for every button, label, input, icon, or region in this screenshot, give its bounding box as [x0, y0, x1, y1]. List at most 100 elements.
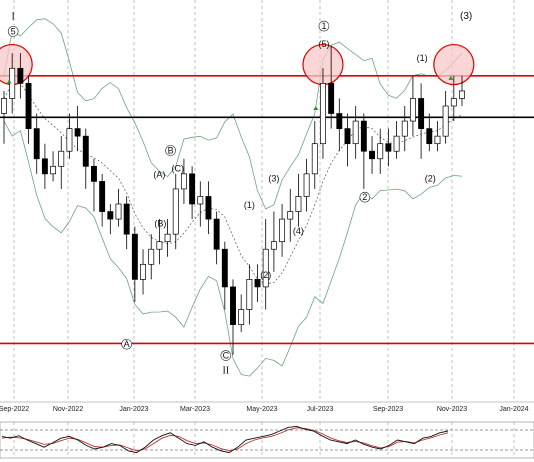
candle [270, 211, 277, 272]
x-axis-ticks: Sep-2022 Nov-2022 Jan-2023 Mar-2023 May-2023… [0, 406, 529, 413]
candle [156, 219, 163, 265]
candle-body [254, 279, 261, 288]
x-tick-label: Jan-2023 [119, 406, 148, 413]
candle-body [360, 120, 367, 152]
lower-band [3, 120, 463, 377]
wave-label-text: (5) [318, 39, 329, 49]
candle-body [33, 128, 40, 160]
candle [328, 45, 335, 129]
candle [164, 219, 171, 257]
wave-label-text: (1) [417, 53, 428, 63]
candle-body [369, 150, 375, 160]
wave-label: (1) [244, 200, 255, 210]
candle-body [50, 165, 57, 175]
oscillator-panel [0, 421, 534, 459]
candle-body [148, 248, 155, 265]
wave-label-text: II [222, 366, 229, 377]
bollinger-bands [3, 18, 463, 377]
candle-body [189, 173, 196, 205]
candle-body [180, 173, 187, 190]
x-tick-label: Mar-2023 [180, 406, 210, 413]
candle-body [115, 203, 122, 220]
wave-label-text: (1) [244, 200, 255, 210]
candle-body [197, 196, 204, 205]
wave-label-text: (A) [153, 170, 165, 180]
wave-label: 2 [359, 191, 371, 203]
green-arrow-icon [448, 75, 454, 80]
wave-label: II [222, 366, 229, 377]
candle-body [262, 248, 269, 288]
wave-label: (1) [417, 53, 428, 63]
candle [459, 75, 465, 106]
candle [91, 158, 97, 212]
wave-label: (3) [268, 173, 279, 183]
candle [213, 211, 220, 265]
candle-body [213, 218, 220, 250]
candle [262, 219, 269, 310]
wave-label: (B) [154, 219, 166, 229]
candle [107, 204, 114, 235]
candle-body [25, 83, 32, 129]
x-tick-label: Sep-2023 [373, 406, 403, 413]
candle [401, 106, 408, 152]
candle [197, 181, 204, 227]
candle-body [164, 233, 171, 243]
wave-label-text: (2) [425, 173, 436, 183]
candle-body [230, 286, 236, 325]
candle [344, 113, 351, 167]
wave-label: 5 [7, 26, 19, 37]
candle [148, 234, 155, 280]
candle-body [418, 98, 425, 129]
candle [25, 75, 32, 144]
candle [246, 264, 253, 325]
wave-label-text: C [223, 351, 230, 361]
candle [66, 113, 73, 159]
wave-label: (4) [293, 226, 304, 236]
wave-label: B [165, 145, 176, 156]
candle [189, 166, 196, 220]
wave-labels: I 5 1 (5) (1) (A) B (B) (C) (3) (1) (4) (2) 2 (2) A C II [6, 11, 454, 377]
candle-body [107, 211, 114, 220]
candle [279, 204, 286, 257]
x-tick-label: Jan-2024 [499, 406, 528, 413]
wave-label-text: (4) [293, 226, 304, 236]
x-tick-label: Nov-2023 [437, 406, 467, 413]
candle [377, 128, 384, 174]
wave-label-text: 5 [11, 26, 16, 36]
candle-body [41, 158, 48, 175]
wave-label: (5) [318, 39, 329, 49]
wave-label-text: I [12, 11, 15, 22]
candle [336, 98, 343, 152]
candle-body [99, 181, 106, 212]
candle [385, 128, 392, 167]
wave-label-text: (C) [172, 164, 185, 174]
candle-body [393, 135, 400, 152]
wave-label: 1 [318, 20, 330, 32]
candle-body [328, 83, 335, 114]
candle-body [91, 165, 97, 182]
candle [450, 75, 457, 122]
candle [17, 53, 24, 99]
candle [205, 181, 212, 235]
candle-body [352, 120, 359, 145]
wave-label: (2) [260, 270, 271, 280]
wave-label-text: 1 [321, 21, 326, 31]
candle-body [205, 196, 212, 220]
wave-label: C [220, 350, 232, 361]
x-tick-label: May-2023 [246, 406, 277, 413]
candle [295, 173, 302, 227]
wave-label-text: (2) [260, 270, 271, 280]
candle-body [1, 98, 7, 114]
candle-body [320, 83, 326, 145]
moving-average [3, 83, 463, 285]
oscillator-frame [0, 421, 534, 459]
candle-body [279, 218, 286, 243]
candle-body [311, 143, 318, 175]
candle [50, 151, 57, 182]
candle-body [336, 113, 343, 129]
wave-count-label: (3) [460, 11, 472, 22]
x-tick-label: Sep-2022 [0, 406, 29, 413]
candle-body [221, 248, 228, 288]
wave-label-ring [165, 145, 176, 156]
candle-body [426, 128, 433, 145]
